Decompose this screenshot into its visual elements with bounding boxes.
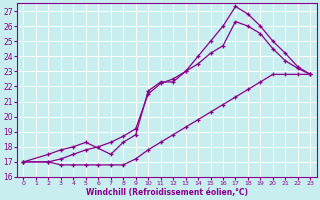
X-axis label: Windchill (Refroidissement éolien,°C): Windchill (Refroidissement éolien,°C) xyxy=(86,188,248,197)
